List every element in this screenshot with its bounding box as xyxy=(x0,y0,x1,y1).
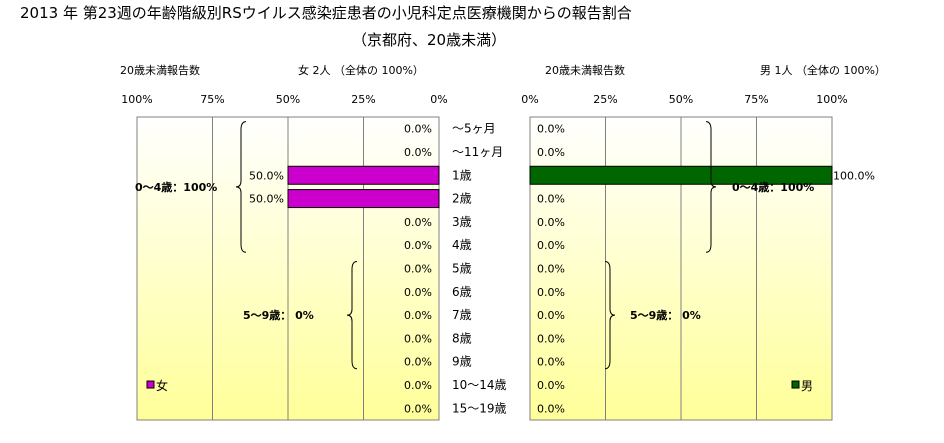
category-label: 9歳 xyxy=(452,355,472,369)
x-tick-label: 25% xyxy=(593,93,617,106)
data-label: 0.0% xyxy=(404,239,432,252)
legend-label: 男 xyxy=(801,379,813,393)
group-brace xyxy=(346,261,358,370)
data-label: 0.0% xyxy=(404,309,432,322)
category-label: 8歳 xyxy=(452,331,472,345)
data-label: 0.0% xyxy=(404,332,432,345)
data-label: 0.0% xyxy=(404,402,432,415)
data-label: 50.0% xyxy=(249,193,284,206)
category-labels: ～5ヶ月 ～11ヶ月 1歳 2歳 3歳 4歳 5歳 6歳 7歳 8歳 9歳 10～14歳 15～19歳 xyxy=(452,122,507,416)
legend-swatch xyxy=(791,380,800,389)
bar xyxy=(287,189,440,209)
x-tick-label: 0% xyxy=(521,93,538,106)
data-label: 0.0% xyxy=(537,286,565,299)
data-label: 0.0% xyxy=(404,123,432,136)
x-tick-label: 100% xyxy=(121,93,152,106)
panel-header-summary: 男 1人 （全体の 100%） xyxy=(760,63,886,77)
data-label: 0.0% xyxy=(537,123,565,136)
x-tick-label: 50% xyxy=(669,93,693,106)
chart-subtitle: （京都府、20歳未満） xyxy=(352,31,506,49)
female-panel: 0% 25% 50% 75% 100% 20歳未満報告数 女 2人 （全体の 100%） 0.… xyxy=(120,63,448,421)
category-label: 4歳 xyxy=(452,238,472,252)
category-label: 5歳 xyxy=(452,262,472,276)
legend-label: 女 xyxy=(156,378,168,393)
category-label: ～5ヶ月 xyxy=(452,122,496,136)
male-panel: 0% 25% 50% 75% 100% 20歳未満報告数 男 1人 （全体の 100%） 0.… xyxy=(521,63,886,421)
data-label: 50.0% xyxy=(249,169,284,182)
category-label: 1歳 xyxy=(452,168,472,182)
panel-header-summary: 女 2人 （全体の 100%） xyxy=(298,63,424,77)
data-label: 0.0% xyxy=(537,356,565,369)
data-label: 0.0% xyxy=(404,146,432,159)
data-label: 0.0% xyxy=(537,309,565,322)
x-tick-label: 75% xyxy=(744,93,768,106)
legend-swatch xyxy=(146,380,155,389)
category-label: 15～19歳 xyxy=(452,401,507,415)
panel-header-label: 20歳未満報告数 xyxy=(545,64,625,77)
group-label: 0～4歳：100% xyxy=(732,180,814,194)
data-label: 100.0% xyxy=(833,169,875,182)
category-label: 6歳 xyxy=(452,285,472,299)
category-label: 7歳 xyxy=(452,308,472,322)
category-label: 10～14歳 xyxy=(452,378,507,392)
data-label: 0.0% xyxy=(537,263,565,276)
bar xyxy=(287,165,440,185)
bar xyxy=(529,165,833,185)
data-label: 0.0% xyxy=(537,146,565,159)
data-label: 0.0% xyxy=(404,379,432,392)
data-label: 0.0% xyxy=(404,356,432,369)
category-label: 2歳 xyxy=(452,192,472,206)
x-tick-label: 75% xyxy=(200,93,224,106)
panel-header-label: 20歳未満報告数 xyxy=(120,64,200,77)
x-tick-label: 25% xyxy=(351,93,375,106)
category-label: ～11ヶ月 xyxy=(452,145,503,159)
group-label: 0～4歳：100% xyxy=(135,180,217,194)
group-label: 5～9歳： 0% xyxy=(630,308,701,322)
data-label: 0.0% xyxy=(537,379,565,392)
data-label: 0.0% xyxy=(537,332,565,345)
group-brace xyxy=(705,121,717,253)
data-label: 0.0% xyxy=(404,263,432,276)
x-tick-label: 100% xyxy=(816,93,847,106)
data-label: 0.0% xyxy=(537,193,565,206)
data-label: 0.0% xyxy=(537,402,565,415)
chart-title: 2013 年 第23週の年齢階級別RSウイルス感染症患者の小児科定点医療機関から… xyxy=(20,4,632,22)
group-brace xyxy=(235,121,247,253)
x-tick-label: 50% xyxy=(276,93,300,106)
x-tick-label: 0% xyxy=(430,93,447,106)
category-label: 3歳 xyxy=(452,215,472,229)
data-label: 0.0% xyxy=(537,216,565,229)
group-label: 5～9歳： 0% xyxy=(243,308,314,322)
data-label: 0.0% xyxy=(404,286,432,299)
data-label: 0.0% xyxy=(537,239,565,252)
data-label: 0.0% xyxy=(404,216,432,229)
group-brace xyxy=(604,261,616,370)
